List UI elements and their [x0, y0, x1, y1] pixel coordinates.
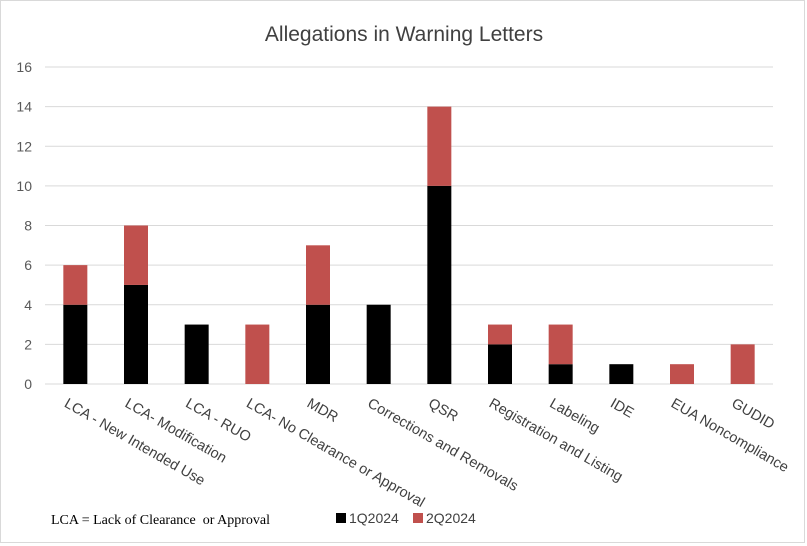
bar-1q2024-6 [427, 185, 452, 384]
bar-2q2024-8 [548, 324, 573, 365]
legend-label-2q2024: 2Q2024 [426, 510, 476, 526]
y-tick-label: 14 [16, 99, 32, 115]
bar-1q2024-9 [609, 364, 634, 384]
y-tick-label: 4 [24, 297, 32, 313]
y-tick-label: 0 [24, 376, 32, 392]
footnote: LCA = Lack of Clearance or Approval [51, 513, 270, 528]
bar-1q2024-8 [548, 364, 573, 384]
bar-2q2024-0 [63, 265, 88, 305]
y-tick-label: 8 [24, 218, 32, 234]
x-tick-label: IDE [607, 396, 636, 422]
bar-2q2024-11 [730, 344, 755, 384]
legend-label-1q2024: 1Q2024 [349, 510, 399, 526]
bar-1q2024-4 [306, 304, 330, 384]
bar-2q2024-6 [427, 106, 452, 186]
bar-2q2024-4 [306, 245, 330, 305]
legend-swatch-2q2024 [413, 513, 423, 523]
y-tick-label: 10 [16, 178, 32, 194]
legend: 1Q2024 2Q2024 [336, 510, 476, 526]
bar-1q2024-7 [488, 344, 512, 384]
bar-2q2024-7 [488, 324, 512, 345]
bar-1q2024-1 [124, 284, 148, 384]
y-tick-label: 6 [24, 257, 32, 273]
bar-1q2024-0 [63, 304, 88, 384]
y-tick-label: 16 [16, 59, 32, 75]
bar-1q2024-2 [184, 324, 209, 384]
bar-2q2024-3 [245, 324, 270, 384]
x-tick-label: MDR [304, 396, 341, 426]
bar-2q2024-1 [124, 225, 148, 285]
y-tick-label: 2 [24, 336, 32, 352]
y-tick-label: 12 [16, 138, 32, 154]
legend-swatch-1q2024 [336, 513, 346, 523]
x-tick-label: QSR [425, 396, 460, 426]
bar-1q2024-5 [366, 304, 391, 384]
x-tick-label: GUDID [729, 396, 777, 433]
bar-2q2024-10 [670, 364, 694, 384]
chart-title: Allegations in Warning Letters [265, 23, 543, 46]
